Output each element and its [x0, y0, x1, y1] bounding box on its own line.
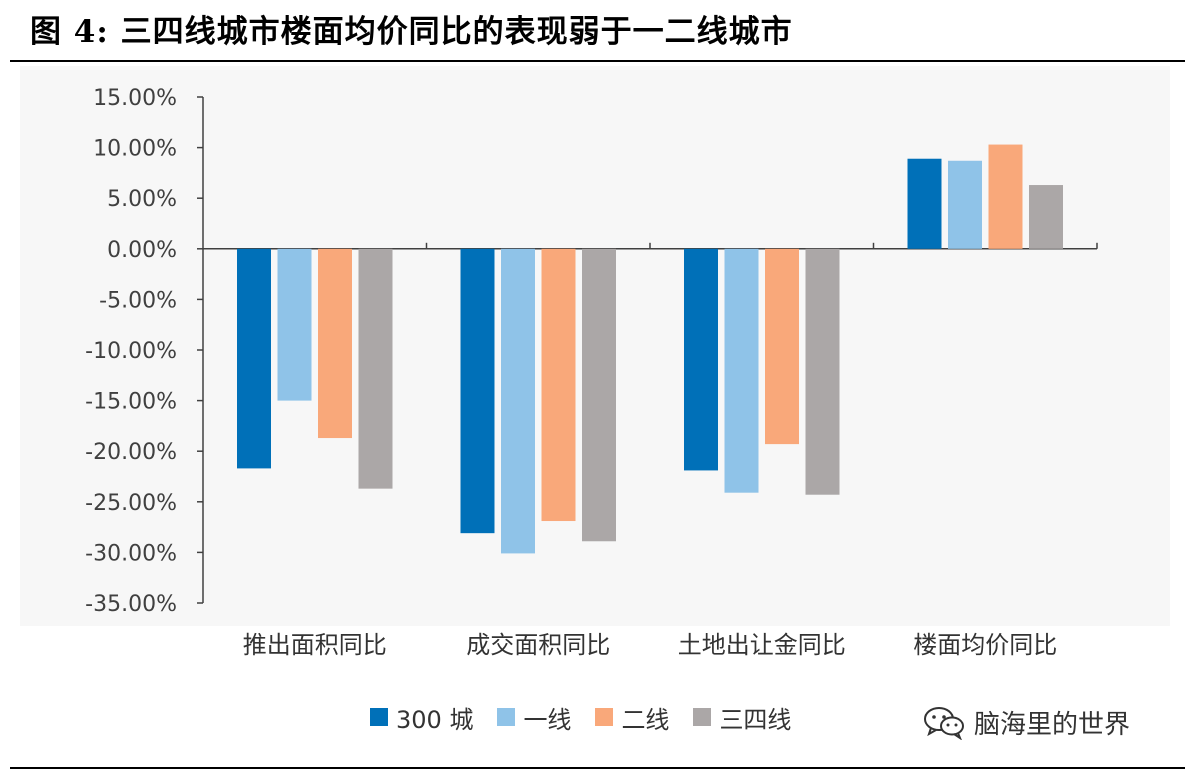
bar: [684, 248, 718, 471]
bar: [460, 248, 495, 534]
y-tick-label: -10.00%: [85, 339, 177, 364]
y-tick-label: 5.00%: [107, 187, 177, 212]
legend-label-tier34: 三四线: [719, 705, 792, 734]
bar: [907, 158, 942, 249]
legend-item-tier1: 一线: [497, 700, 571, 735]
legend-label-300: 300 城: [396, 705, 474, 734]
y-tick-label: -30.00%: [85, 541, 177, 566]
bar: [1029, 185, 1063, 249]
y-tick-label: -5.00%: [99, 288, 177, 313]
figure-title: 图 4: 三四线城市楼面均价同比的表现弱于一二线城市: [30, 14, 793, 50]
legend-item-tier34: 三四线: [693, 700, 791, 735]
legend: 300 城 一线 二线 三四线: [370, 700, 791, 734]
bar: [541, 248, 576, 522]
bar: [277, 248, 312, 401]
bar: [358, 248, 393, 489]
bar: [988, 144, 1023, 249]
legend-label-tier1: 一线: [523, 705, 572, 734]
legend-swatch-tier2: [595, 708, 614, 726]
bar: [724, 248, 759, 493]
y-tick-label: 0.00%: [107, 238, 177, 263]
legend-item-tier2: 二线: [595, 700, 669, 735]
top-rule: [10, 60, 1185, 62]
bar: [318, 248, 352, 439]
legend-swatch-tier1: [497, 708, 516, 726]
y-tick-label: -25.00%: [85, 491, 177, 516]
bar-chart: 15.00% 10.00% 5.00% 0.00% -5.00% -10.00% -15.0…: [85, 86, 1098, 659]
y-tick-label: -20.00%: [85, 440, 177, 465]
legend-swatch-tier34: [693, 708, 712, 726]
bar: [948, 160, 982, 249]
legend-item-300: 300 城: [370, 700, 473, 735]
y-tick-label: -15.00%: [85, 390, 177, 415]
wechat-icon: [924, 707, 964, 740]
bar: [582, 248, 616, 542]
legend-label-tier2: 二线: [621, 705, 670, 734]
x-category-label: 楼面均价同比: [913, 631, 1057, 659]
watermark-text: 脑海里的世界: [974, 709, 1131, 740]
x-category-label: 土地出让金同比: [678, 631, 846, 659]
bar: [765, 248, 799, 445]
bar: [237, 248, 271, 469]
x-category-label: 推出面积同比: [243, 631, 387, 659]
y-tick-label: 10.00%: [93, 137, 177, 162]
legend-swatch-300: [370, 708, 388, 726]
y-tick-label: 15.00%: [93, 86, 177, 111]
y-tick-label: -35.00%: [85, 592, 177, 617]
bottom-rule: [10, 767, 1185, 769]
watermark: 脑海里的世界: [922, 700, 1130, 744]
bar: [501, 248, 535, 554]
bar: [805, 248, 840, 495]
x-category-label: 成交面积同比: [466, 631, 610, 659]
